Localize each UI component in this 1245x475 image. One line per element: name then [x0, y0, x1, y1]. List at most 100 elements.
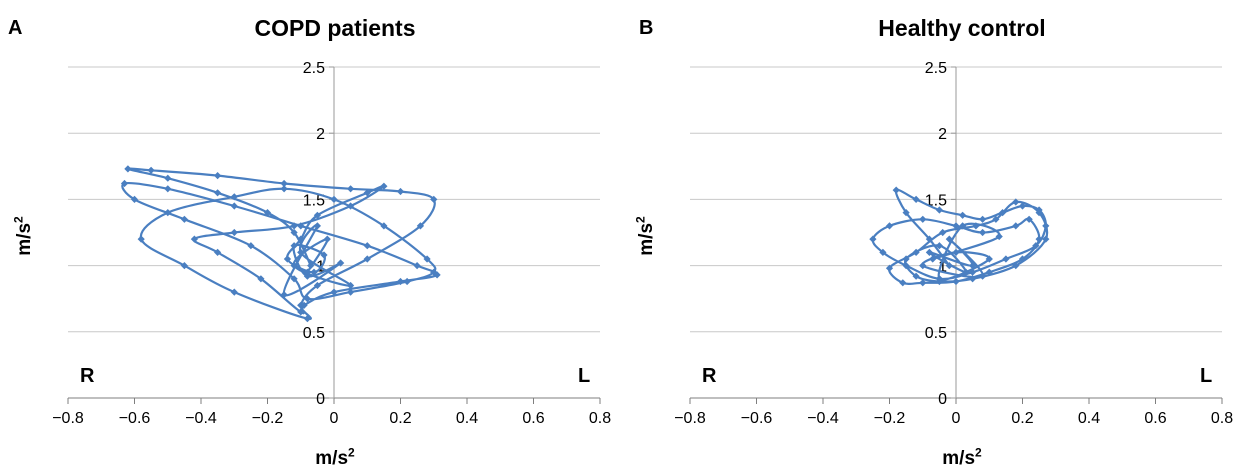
data-point [912, 272, 920, 280]
data-point [995, 232, 1003, 241]
data-point [280, 179, 288, 188]
y-tick-label: 2.5 [303, 60, 325, 77]
data-point [902, 209, 910, 217]
data-point [290, 242, 298, 250]
data-point [214, 172, 222, 180]
data-point [280, 291, 288, 299]
data-point [925, 235, 933, 243]
data-point [297, 308, 305, 316]
data-point [945, 235, 953, 243]
x-tick-label: −0.8 [52, 410, 84, 427]
x-axis-label: m/s2 [315, 445, 355, 469]
data-point [952, 248, 960, 256]
x-tick-label: −0.6 [741, 410, 773, 427]
x-tick-label: −0.2 [252, 410, 284, 427]
x-tick-label: −0.6 [119, 410, 151, 427]
data-point [1025, 215, 1033, 223]
y-tick-label: 2.5 [925, 60, 947, 77]
x-tick-label: −0.8 [674, 410, 706, 427]
data-point [307, 262, 315, 270]
data-point [892, 186, 900, 194]
data-point [430, 195, 438, 203]
data-point [303, 268, 311, 276]
data-point [433, 271, 441, 279]
chart-panel-b: B Healthy control m/s2 m/s2 −0.8 −0.6 −0.4… [622, 0, 1242, 475]
data-point [1042, 222, 1050, 230]
data-point [290, 222, 298, 230]
side-label-right-side: R [80, 365, 95, 387]
data-point [290, 275, 298, 283]
data-point [969, 275, 977, 283]
data-point [303, 295, 311, 303]
series-line [871, 188, 1049, 286]
x-tick-label: 0.4 [456, 410, 478, 427]
data-point [230, 288, 238, 296]
data-point [347, 288, 355, 296]
data-point [147, 166, 155, 174]
side-label-right-side: R [702, 365, 717, 387]
x-tick-label: 0.2 [1011, 410, 1033, 427]
data-point [1002, 255, 1010, 263]
data-point [979, 215, 987, 223]
data-point [310, 268, 318, 276]
data-point [380, 222, 388, 230]
data-point [214, 248, 222, 256]
data-point [323, 235, 331, 243]
y-tick-label: 0 [938, 391, 947, 408]
x-tick-label: −0.4 [185, 410, 217, 427]
data-point [280, 185, 288, 193]
data-point [313, 281, 321, 290]
chart-title: COPD patients [254, 15, 416, 41]
data-point [925, 248, 933, 256]
data-point [1012, 198, 1020, 206]
series-line [121, 167, 439, 320]
data-point [290, 228, 298, 237]
data-point [945, 262, 953, 270]
data-point [1032, 242, 1040, 250]
y-tick-label: 0.5 [925, 325, 947, 342]
data-point [230, 202, 238, 210]
x-tick-label: 0.8 [589, 410, 611, 427]
data-point [979, 228, 987, 237]
data-point [952, 277, 960, 286]
data-point [396, 187, 405, 196]
y-tick-label: 0.5 [303, 325, 325, 342]
data-point [214, 189, 222, 197]
data-point [347, 185, 355, 193]
panel-letter: B [639, 17, 654, 39]
data-point [363, 189, 371, 197]
data-point [1042, 235, 1050, 243]
data-point [979, 272, 987, 280]
data-point [423, 255, 431, 263]
side-label-left-side: L [1200, 365, 1212, 387]
x-tick-label: 0 [952, 410, 961, 427]
data-point [303, 315, 311, 323]
data-point [935, 242, 943, 250]
data-point [164, 174, 172, 182]
data-point [190, 235, 198, 243]
data-point [902, 255, 910, 263]
y-tick-label: 1.5 [303, 192, 325, 209]
data-point [257, 275, 265, 283]
data-point [959, 211, 967, 219]
data-point [180, 262, 188, 270]
data-point [1012, 262, 1020, 270]
y-tick-label: 1.5 [925, 192, 947, 209]
data-point [290, 262, 298, 270]
data-point [347, 281, 355, 290]
data-point [959, 222, 967, 230]
data-point [230, 193, 238, 201]
chart-title: Healthy control [878, 15, 1046, 41]
data-point [912, 195, 920, 203]
data-point [998, 209, 1007, 217]
data-point [164, 185, 172, 193]
data-point [230, 228, 238, 237]
data-point [985, 255, 993, 263]
data-point [164, 209, 172, 217]
data-point [363, 255, 371, 263]
y-tick-label: 2 [938, 126, 947, 143]
data-point [935, 206, 943, 214]
data-point [939, 228, 947, 237]
data-point [969, 268, 977, 276]
side-label-left-side: L [578, 365, 590, 387]
